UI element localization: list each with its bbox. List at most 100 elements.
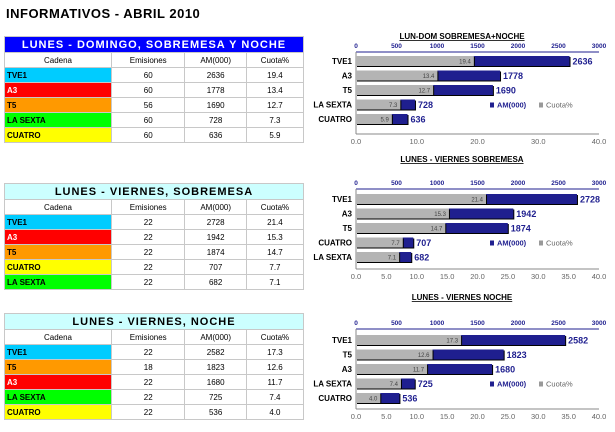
bottom-tick-label: 25.0: [501, 412, 516, 421]
column-header: Emisiones: [110, 52, 186, 68]
value-cell: 22: [110, 274, 186, 290]
am-data-label: 728: [418, 100, 433, 110]
cuota-bar: [356, 237, 403, 248]
legend-cuota-swatch: [539, 102, 543, 108]
value-cell: 22: [110, 344, 186, 360]
table-lun-dom: LUNES - DOMINGO, SOBREMESA Y NOCHE Cadena…: [4, 36, 305, 143]
top-tick-label: 1500: [470, 180, 485, 187]
value-cell: 22: [110, 404, 186, 420]
legend-am-swatch: [490, 240, 494, 246]
top-tick-label: 2500: [551, 43, 566, 50]
bottom-tick-label: 40.0: [592, 137, 607, 146]
bottom-tick-label: 40.0: [592, 412, 607, 421]
channel-cell: LA SEXTA: [4, 389, 112, 405]
value-cell: 1778: [184, 82, 247, 98]
value-cell: 12.6: [245, 359, 305, 375]
table-lv-sobremesa: LUNES - VIERNES, SOBREMESA Cadena Emisione…: [4, 183, 305, 290]
cuota-bar: [356, 85, 434, 95]
value-cell: 60: [110, 82, 186, 98]
table-row: LA SEXTA 60 728 7.3: [4, 112, 305, 128]
legend-am-label: AM(000): [497, 380, 527, 389]
channel-cell: LA SEXTA: [4, 274, 112, 290]
value-cell: 2728: [184, 214, 247, 230]
cuota-bar: [356, 194, 487, 204]
chart-lv-sobremesa: LUNES - VIERNES SOBREMESA 0 500 1000 1500 200…: [313, 155, 606, 281]
category-label: LA SEXTA: [313, 101, 352, 110]
bottom-tick-label: 5.0: [381, 272, 391, 281]
channel-cell: T5: [4, 97, 112, 113]
channel-cell: TVE1: [4, 214, 112, 230]
cuota-bar: [356, 56, 474, 66]
value-cell: 2636: [184, 67, 247, 83]
table-caption: LUNES - VIERNES, SOBREMESA: [4, 183, 304, 200]
column-header: Emisiones: [110, 329, 186, 345]
cuota-bar: [356, 378, 401, 389]
chart-title: LUN-DOM SOBREMESA+NOCHE: [399, 32, 525, 41]
value-cell: 60: [110, 127, 186, 143]
value-cell: 56: [110, 97, 186, 113]
value-cell: 7.7: [245, 259, 305, 275]
top-tick-label: 2000: [511, 320, 526, 327]
value-cell: 22: [110, 244, 186, 260]
value-cell: 22: [110, 389, 186, 405]
category-label: A3: [342, 210, 353, 219]
value-cell: 636: [184, 127, 247, 143]
channel-cell: LA SEXTA: [4, 112, 112, 128]
value-cell: 2582: [184, 344, 247, 360]
value-cell: 725: [184, 389, 247, 405]
cuota-bar: [356, 349, 433, 360]
value-cell: 682: [184, 274, 247, 290]
cuota-data-label: 13.4: [423, 74, 435, 80]
category-label: T5: [343, 86, 353, 95]
cuota-bar: [356, 252, 400, 262]
top-tick-label: 500: [391, 180, 402, 187]
value-cell: 1823: [184, 359, 247, 375]
bottom-tick-label: 30.0: [531, 272, 546, 281]
value-cell: 1680: [184, 374, 247, 390]
table-row: T5 56 1690 12.7: [4, 97, 305, 113]
top-tick-label: 0: [354, 180, 358, 187]
legend-cuota-swatch: [539, 240, 543, 246]
value-cell: 22: [110, 229, 186, 245]
am-data-label: 2728: [580, 195, 600, 205]
category-label: T5: [343, 351, 353, 360]
bottom-tick-label: 30.0: [531, 137, 546, 146]
value-cell: 12.7: [245, 97, 305, 113]
cuota-data-label: 7.3: [389, 103, 398, 109]
cuota-data-label: 15.3: [434, 212, 446, 218]
column-header: Cadena: [4, 199, 112, 215]
am-data-label: 636: [411, 115, 426, 125]
chart-title: LUNES - VIERNES NOCHE: [412, 293, 513, 302]
bottom-tick-label: 0.0: [351, 412, 361, 421]
cuota-data-label: 7.4: [390, 382, 399, 388]
cuota-data-label: 5.9: [380, 118, 389, 124]
category-label: T5: [343, 224, 353, 233]
column-header: Cuota%: [245, 52, 305, 68]
column-header: Cadena: [4, 329, 112, 345]
cuota-data-label: 12.6: [418, 353, 430, 359]
category-label: A3: [342, 72, 353, 81]
cuota-bar: [356, 335, 462, 345]
cuota-bar: [356, 393, 381, 403]
value-cell: 19.4: [245, 67, 305, 83]
bottom-tick-label: 35.0: [561, 272, 576, 281]
chart-lun-dom: LUN-DOM SOBREMESA+NOCHE 0 500 1000 1500 2000 2…: [313, 32, 607, 146]
bottom-tick-label: 15.0: [440, 272, 455, 281]
value-cell: 1690: [184, 97, 247, 113]
table-row: CUATRO 22 536 4.0: [4, 404, 305, 420]
am-data-label: 707: [416, 238, 431, 248]
table-row: CUATRO 22 707 7.7: [4, 259, 305, 275]
am-data-label: 2582: [568, 336, 588, 346]
value-cell: 7.3: [245, 112, 305, 128]
category-label: TVE1: [332, 195, 353, 204]
bottom-tick-label: 0.0: [351, 272, 361, 281]
value-cell: 11.7: [245, 374, 305, 390]
channel-cell: CUATRO: [4, 259, 112, 275]
bottom-tick-label: 35.0: [561, 412, 576, 421]
legend-cuota-swatch: [539, 381, 543, 387]
bottom-tick-label: 25.0: [501, 272, 516, 281]
cuota-data-label: 7.7: [391, 241, 400, 247]
value-cell: 4.0: [245, 404, 305, 420]
column-header: AM(000): [184, 329, 247, 345]
table-row: LA SEXTA 22 682 7.1: [4, 274, 305, 290]
